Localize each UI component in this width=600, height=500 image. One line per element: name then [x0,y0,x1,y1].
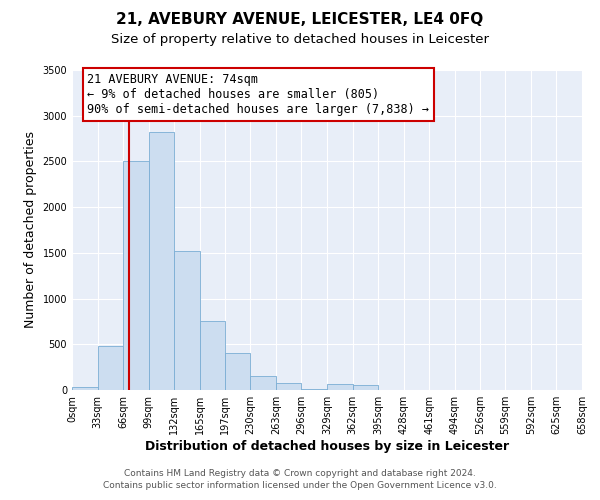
Text: 21 AVEBURY AVENUE: 74sqm
← 9% of detached houses are smaller (805)
90% of semi-d: 21 AVEBURY AVENUE: 74sqm ← 9% of detache… [88,73,430,116]
Text: Contains public sector information licensed under the Open Government Licence v3: Contains public sector information licen… [103,481,497,490]
Bar [250,376,276,390]
Bar [175,251,200,390]
Bar [224,354,250,390]
Bar [276,382,301,390]
Text: Contains HM Land Registry data © Crown copyright and database right 2024.: Contains HM Land Registry data © Crown c… [124,468,476,477]
Bar [200,322,224,390]
Bar [72,388,98,390]
Y-axis label: Number of detached properties: Number of detached properties [24,132,37,328]
Bar [327,384,353,390]
X-axis label: Distribution of detached houses by size in Leicester: Distribution of detached houses by size … [145,440,509,453]
Bar [301,389,327,390]
Text: Size of property relative to detached houses in Leicester: Size of property relative to detached ho… [111,32,489,46]
Bar [98,346,123,390]
Text: 21, AVEBURY AVENUE, LEICESTER, LE4 0FQ: 21, AVEBURY AVENUE, LEICESTER, LE4 0FQ [116,12,484,28]
Bar [353,386,378,390]
Bar [123,162,149,390]
Bar [149,132,175,390]
